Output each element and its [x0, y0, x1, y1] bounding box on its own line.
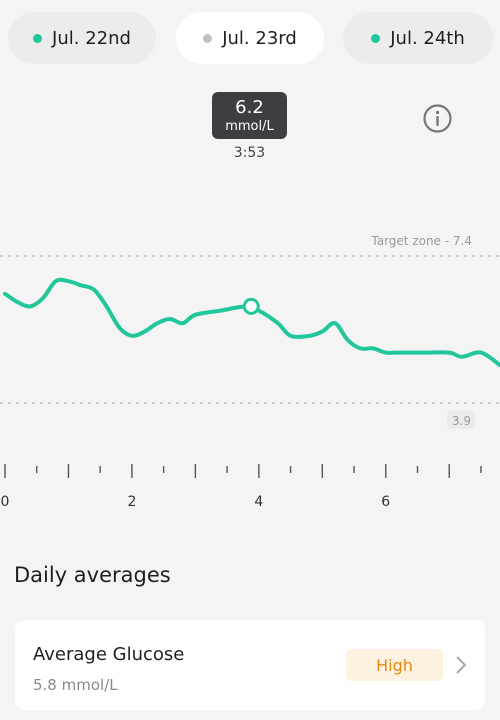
status-dot [33, 33, 43, 43]
status-dot [203, 33, 213, 43]
target-lower-label-bg [447, 411, 475, 429]
tooltip-unit: mmol/L [225, 119, 274, 134]
chevron-right-icon [456, 656, 467, 674]
x-tick-label: 2 [127, 494, 136, 510]
date-tabs: Jul. 22nd Jul. 23rd Jul. 24th [0, 12, 500, 64]
target-lower-label: 3.9 [452, 414, 471, 428]
status-dot [371, 33, 381, 43]
glucose-chart[interactable]: Target zone - 7.4 3.9 0 2 4 6 [0, 225, 500, 515]
tab-jul-24[interactable]: Jul. 24th [343, 12, 493, 64]
card-label: Average Glucose [33, 644, 185, 665]
average-glucose-card[interactable]: Average Glucose 5.8 mmol/L High [15, 620, 485, 710]
section-title: Daily averages [14, 563, 171, 587]
status-badge: High [346, 649, 443, 681]
x-tick-label: 0 [1, 494, 10, 510]
tab-jul-22[interactable]: Jul. 22nd [8, 12, 156, 64]
reading-tooltip: 6.2 mmol/L [212, 92, 287, 139]
x-tick-label: 4 [254, 494, 263, 510]
card-value: 5.8 mmol/L [33, 676, 118, 694]
selected-point-marker [242, 297, 260, 315]
glucose-series-line [3, 277, 500, 368]
x-tick-label: 6 [381, 494, 390, 510]
tab-label: Jul. 24th [390, 27, 465, 49]
tab-label: Jul. 23rd [222, 27, 297, 49]
tooltip-time: 3:53 [233, 145, 266, 161]
target-upper-label: Target zone - 7.4 [370, 234, 472, 248]
target-upper-label-bg [370, 232, 474, 250]
tooltip-value: 6.2 [235, 97, 264, 118]
tab-label: Jul. 22nd [52, 27, 131, 49]
info-icon[interactable] [422, 103, 453, 134]
tab-jul-23[interactable]: Jul. 23rd [176, 12, 324, 64]
